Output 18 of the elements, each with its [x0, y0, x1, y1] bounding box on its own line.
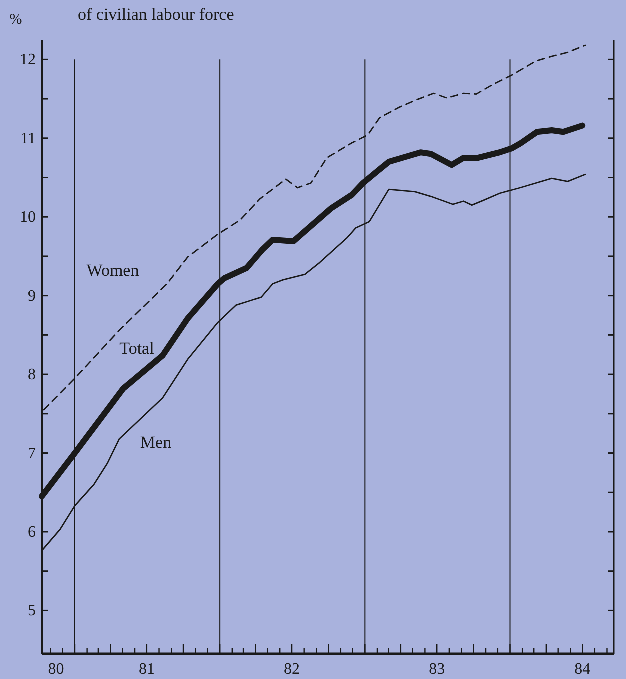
- series-label: Total: [120, 339, 155, 358]
- y-tick-label: 10: [20, 209, 36, 226]
- y-tick-label: 7: [28, 445, 36, 462]
- y-tick-label: 12: [20, 52, 36, 69]
- y-tick-label: 9: [28, 288, 36, 305]
- series-label: Women: [86, 261, 140, 280]
- chart-title: of civilian labour force: [78, 5, 234, 24]
- y-tick-label: 8: [28, 366, 36, 384]
- y-tick-label: 5: [28, 602, 36, 620]
- y-tick-label: 6: [28, 524, 36, 541]
- x-tick-label: 81: [138, 661, 155, 678]
- x-tick-label: 80: [48, 661, 64, 678]
- y-axis-title: %: [10, 12, 22, 28]
- x-tick-label: 83: [429, 661, 446, 678]
- series-label: Men: [140, 433, 172, 452]
- x-tick-label: 84: [574, 661, 591, 678]
- x-tick-label: 82: [284, 661, 300, 678]
- y-tick-label: 11: [20, 130, 36, 148]
